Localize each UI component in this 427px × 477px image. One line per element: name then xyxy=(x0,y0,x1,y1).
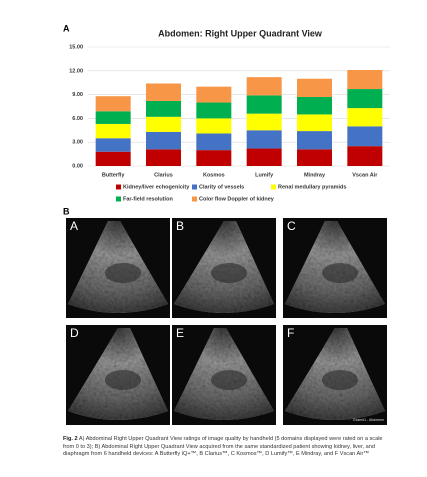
organ-shadow xyxy=(105,370,141,390)
bar-segment xyxy=(95,138,131,152)
bar-segment xyxy=(95,123,131,139)
image-label: D xyxy=(70,326,79,340)
image-label: A xyxy=(70,219,78,233)
bar-segment xyxy=(297,131,332,150)
bar-segment xyxy=(246,77,282,96)
bar-segment xyxy=(246,113,282,131)
bar-segment xyxy=(95,111,131,124)
caption: Fig. 2 A) Abdominal Right Upper Quadrant… xyxy=(63,436,395,459)
image-label: B xyxy=(176,219,184,233)
legend-label: Renal medullary pyramids xyxy=(278,184,346,190)
y-tick-label: 12.00 xyxy=(69,68,83,74)
bar-segment xyxy=(196,133,232,151)
caption-text: A) Abdominal Right Upper Quadrant View r… xyxy=(63,436,383,458)
image-label: E xyxy=(176,326,184,340)
organ-shadow xyxy=(211,263,247,283)
bar-segment xyxy=(146,100,181,117)
y-tick-label: 0.00 xyxy=(72,163,83,169)
bar-segment xyxy=(95,151,131,166)
image-overlay: Exam#1 - Abdomen xyxy=(353,418,384,422)
legend-label: Far-field resolution xyxy=(123,196,173,202)
legend-swatch xyxy=(116,184,121,190)
bar-segment xyxy=(146,131,181,150)
legend-swatch xyxy=(192,184,197,190)
bar-segment xyxy=(297,114,332,132)
y-tick-label: 9.00 xyxy=(72,92,83,98)
panel-label: B xyxy=(63,206,70,216)
organ-shadow xyxy=(322,263,358,283)
bar-segment xyxy=(95,96,131,112)
legend-label: Kidney/liver echogenicity xyxy=(123,184,190,190)
legend-swatch xyxy=(192,196,197,202)
x-tick-label: Vscan Air xyxy=(352,172,378,178)
legend-swatch xyxy=(116,196,121,202)
caption-label: Fig. 2 xyxy=(63,436,78,442)
y-tick-label: 15.00 xyxy=(69,44,83,50)
bar-segment xyxy=(246,148,282,166)
bar-segment xyxy=(297,78,332,97)
bar-segment xyxy=(246,130,282,149)
y-tick-label: 6.00 xyxy=(72,116,83,122)
bar-segment xyxy=(347,126,383,147)
bar-segment xyxy=(196,86,232,103)
bar-segment xyxy=(146,149,181,166)
x-tick-label: Butterfly xyxy=(102,172,126,178)
y-tick-label: 3.00 xyxy=(72,140,83,146)
x-tick-label: Lumify xyxy=(255,172,274,178)
x-tick-label: Kosmos xyxy=(203,172,225,178)
image-label: F xyxy=(287,326,294,340)
image-label: C xyxy=(287,219,296,233)
bar-segment xyxy=(347,70,383,90)
bar-segment xyxy=(297,96,332,115)
organ-shadow xyxy=(105,263,141,283)
x-tick-label: Clarius xyxy=(154,172,173,178)
bar-segment xyxy=(146,116,181,132)
chart: 0.00 3.00 6.00 9.00 12.00 15.00 Butterfly Clari… xyxy=(69,44,390,202)
legend-label: Color flow Doppler of kidney xyxy=(199,196,275,202)
organ-shadow xyxy=(211,370,247,390)
x-tick-label: Mindray xyxy=(304,172,326,178)
bar-segment xyxy=(347,89,383,109)
panel-label: A xyxy=(63,23,70,33)
bar-segment xyxy=(347,146,383,166)
chart-title: Abdomen: Right Upper Quadrant View xyxy=(158,28,323,38)
bar-segment xyxy=(196,150,232,166)
bar-segment xyxy=(347,108,383,127)
organ-shadow xyxy=(322,370,358,390)
bar-segment xyxy=(196,102,232,119)
bar-segment xyxy=(246,95,282,114)
legend-label: Clarity of vessels xyxy=(199,184,244,190)
legend-swatch xyxy=(271,184,276,190)
bar-segment xyxy=(146,83,181,101)
bar-segment xyxy=(297,149,332,166)
bar-segment xyxy=(196,118,232,134)
image-grid: A B C D E F Exam#1 - Abdomen xyxy=(66,218,387,425)
